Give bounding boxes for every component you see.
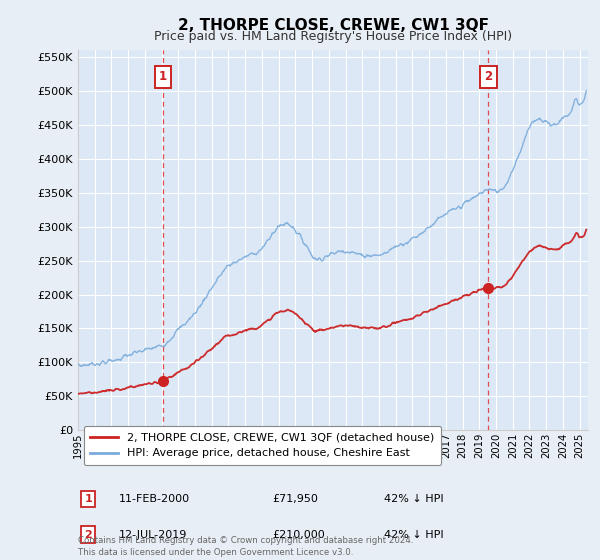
Text: 42% ↓ HPI: 42% ↓ HPI — [384, 494, 443, 504]
Text: 12-JUL-2019: 12-JUL-2019 — [119, 530, 187, 540]
Text: 1: 1 — [85, 494, 92, 504]
Text: 2: 2 — [85, 530, 92, 540]
Text: Price paid vs. HM Land Registry's House Price Index (HPI): Price paid vs. HM Land Registry's House … — [154, 30, 512, 43]
Text: 1: 1 — [159, 71, 167, 83]
Text: 2, THORPE CLOSE, CREWE, CW1 3QF: 2, THORPE CLOSE, CREWE, CW1 3QF — [178, 18, 488, 32]
Text: Contains HM Land Registry data © Crown copyright and database right 2024.
This d: Contains HM Land Registry data © Crown c… — [78, 536, 413, 557]
Legend: 2, THORPE CLOSE, CREWE, CW1 3QF (detached house), HPI: Average price, detached h: 2, THORPE CLOSE, CREWE, CW1 3QF (detache… — [83, 426, 441, 465]
Text: 11-FEB-2000: 11-FEB-2000 — [119, 494, 190, 504]
Text: 42% ↓ HPI: 42% ↓ HPI — [384, 530, 443, 540]
Text: £210,000: £210,000 — [272, 530, 325, 540]
Text: £71,950: £71,950 — [272, 494, 317, 504]
Text: 2: 2 — [484, 71, 493, 83]
